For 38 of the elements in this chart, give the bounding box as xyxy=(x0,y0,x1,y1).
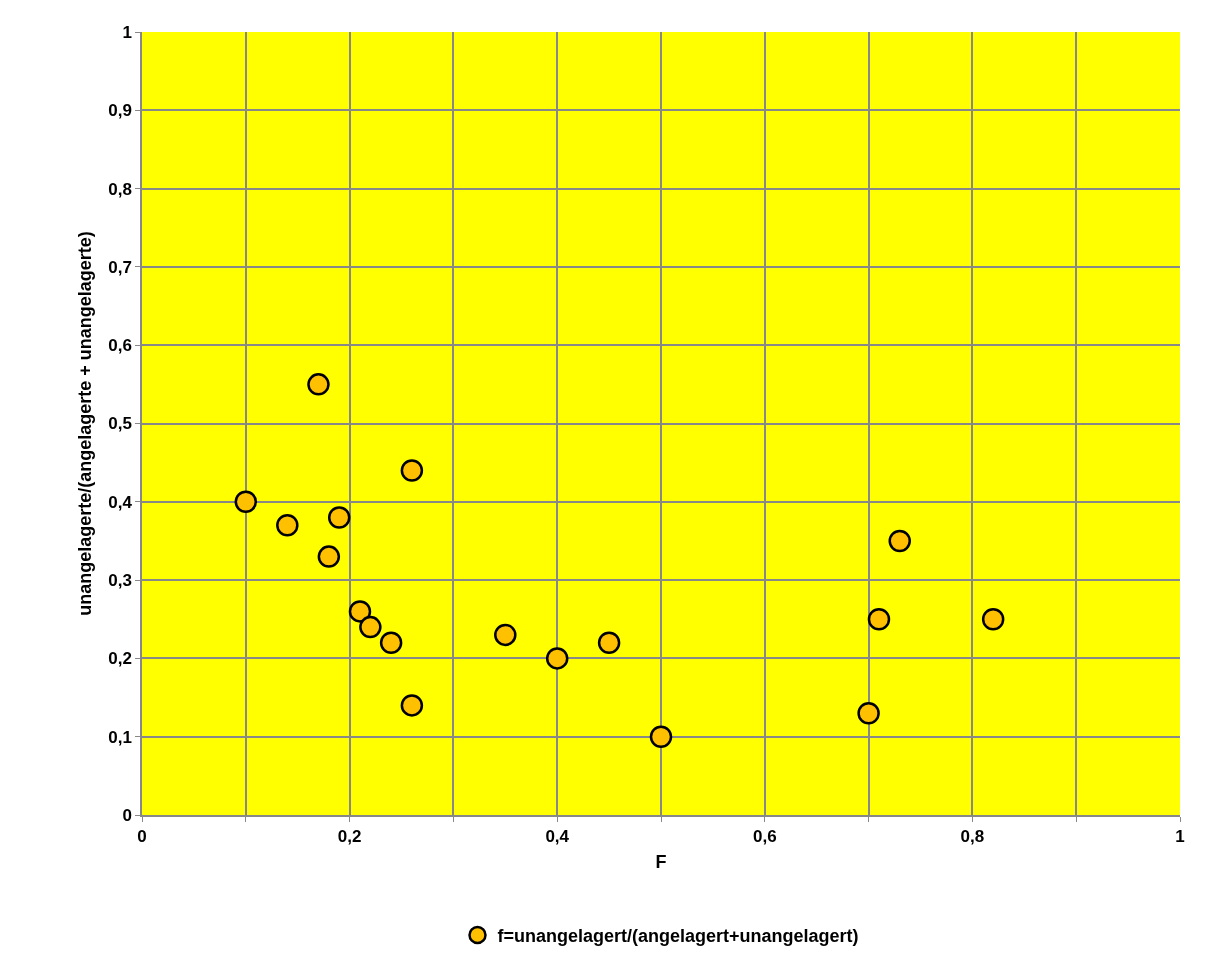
x-tick-label: 0,6 xyxy=(752,827,777,847)
y-axis-title: unangelagerte/(angelagerte + unangelagerte) xyxy=(74,231,95,616)
y-tick-label: 0,3 xyxy=(108,571,132,591)
x-tick-label: 0,4 xyxy=(545,827,570,847)
y-tick-label: 0,8 xyxy=(108,179,132,199)
point xyxy=(359,615,382,639)
point xyxy=(276,514,299,537)
x-axis-title: F xyxy=(655,851,667,872)
point xyxy=(981,608,1005,631)
x-tick-label: 0 xyxy=(137,827,147,847)
y-tick-label: 0 xyxy=(122,805,132,825)
y-tick-label: 0,1 xyxy=(108,727,132,747)
x-tick-label: 1 xyxy=(1175,827,1185,847)
point xyxy=(857,701,880,725)
point xyxy=(545,647,569,670)
point xyxy=(307,373,330,396)
point xyxy=(400,694,424,717)
point xyxy=(234,490,258,514)
x-tick-label: 0,2 xyxy=(337,827,362,847)
point xyxy=(400,459,424,482)
y-tick-label: 1 xyxy=(122,22,132,42)
point xyxy=(317,545,341,568)
y-tick-label: 0,6 xyxy=(108,336,132,356)
point xyxy=(379,631,403,654)
y-tick-label: 0,9 xyxy=(108,101,132,121)
point xyxy=(327,506,351,529)
y-tick-label: 0,7 xyxy=(108,257,132,277)
y-tick-label: 0,4 xyxy=(108,492,133,512)
x-tick-label: 0,8 xyxy=(960,827,985,847)
point xyxy=(597,631,621,654)
point xyxy=(888,529,911,553)
y-tick-label: 0,5 xyxy=(108,414,132,434)
y-tick-label: 0,2 xyxy=(108,649,132,669)
point xyxy=(649,725,673,748)
legend-label: f=unangelagert/(angelagert+unangelagert) xyxy=(497,926,859,947)
point xyxy=(348,600,372,623)
point xyxy=(494,623,517,647)
point xyxy=(867,608,891,631)
